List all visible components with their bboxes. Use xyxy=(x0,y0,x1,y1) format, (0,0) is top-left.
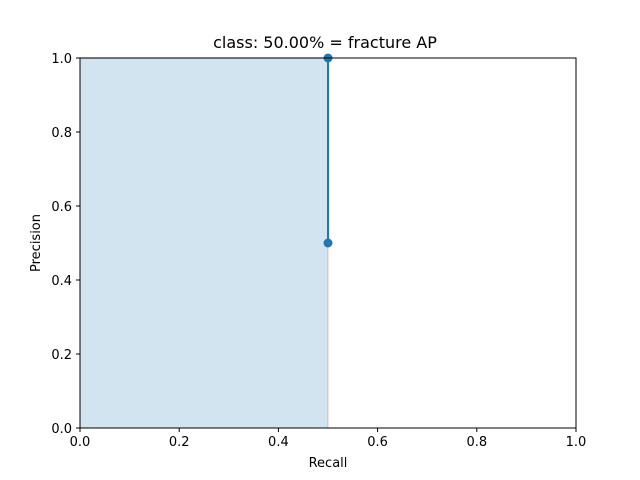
x-tick-label: 0.4 xyxy=(268,435,289,450)
x-tick-label: 0.6 xyxy=(367,435,388,450)
pr-point-1 xyxy=(323,238,333,248)
y-tick-label: 1.0 xyxy=(51,52,72,67)
y-tick-label: 0.8 xyxy=(51,126,72,141)
y-tick-label: 0.4 xyxy=(51,274,72,289)
y-axis-label: Precision xyxy=(29,214,44,272)
x-axis: 0.0 0.2 0.4 0.6 0.8 1.0 xyxy=(70,428,587,450)
x-tick-label: 0.2 xyxy=(169,435,190,450)
x-tick-label: 0.8 xyxy=(466,435,487,450)
y-axis: 0.0 0.2 0.4 0.6 0.8 1.0 xyxy=(51,52,80,437)
y-tick-label: 0.0 xyxy=(51,422,72,437)
chart-title: class: 50.00% = fracture AP xyxy=(213,33,437,52)
x-tick-label: 1.0 xyxy=(566,435,587,450)
y-tick-label: 0.2 xyxy=(51,348,72,363)
x-axis-label: Recall xyxy=(309,456,348,471)
plot-frame xyxy=(79,57,577,429)
plot-area xyxy=(80,53,333,428)
x-tick-label: 0.0 xyxy=(70,435,91,450)
pr-area-fill xyxy=(80,58,328,428)
y-tick-label: 0.6 xyxy=(51,200,72,215)
